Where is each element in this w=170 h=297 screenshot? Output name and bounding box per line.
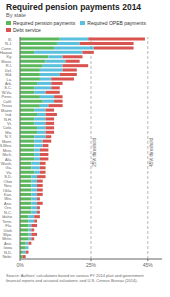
svg-text:0%: 0% (16, 262, 24, 268)
html-text:By state: By state (6, 12, 26, 18)
html-text:Debt service: Debt service (13, 27, 41, 33)
svg-text:45% threshold: 45% threshold (149, 138, 154, 167)
html-text:Required OPEB payments: Required OPEB payments (87, 20, 146, 26)
svg-text:45%: 45% (143, 262, 154, 268)
html-text:Source: Authors' calculations: Source: Authors' calculations based on v… (6, 273, 144, 283)
svg-text:Ill.: Ill. (8, 36, 12, 42)
html-text:Required pension payments: Required pension payments (13, 20, 76, 26)
svg-text:Nebr.: Nebr. (8, 254, 12, 259)
svg-text:25% threshold: 25% threshold (92, 138, 97, 167)
svg-text:25%: 25% (86, 262, 97, 268)
html-text:Required pension payments 2014: Required pension payments 2014 (6, 2, 142, 12)
